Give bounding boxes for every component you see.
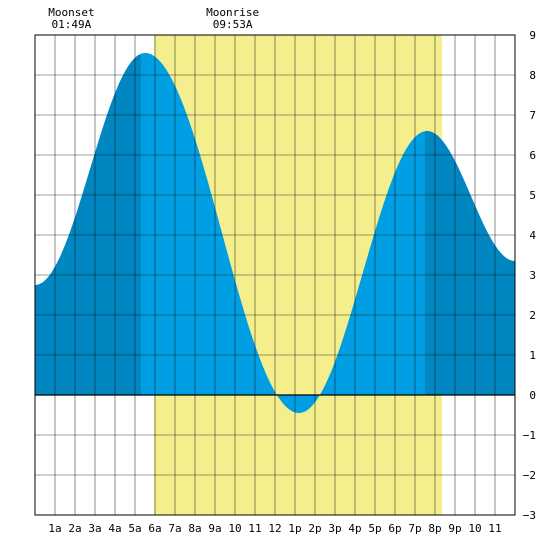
- y-tick-label: 8: [529, 69, 536, 82]
- x-tick-label: 7p: [408, 522, 421, 535]
- y-tick-label: −1: [523, 429, 536, 442]
- plot-frame: [34, 34, 516, 516]
- x-tick-label: 11: [488, 522, 501, 535]
- moon-event-time: 01:49A: [52, 18, 92, 31]
- x-tick-label: 2a: [68, 522, 81, 535]
- y-tick-label: 7: [529, 109, 536, 122]
- moon-event-time: 09:53A: [213, 18, 253, 31]
- moon-event-name: Moonset: [48, 6, 94, 19]
- y-tick-label: 1: [529, 349, 536, 362]
- x-tick-label: 11: [248, 522, 261, 535]
- y-tick-label: 2: [529, 309, 536, 322]
- x-tick-label: 8a: [188, 522, 201, 535]
- x-tick-label: 4p: [348, 522, 361, 535]
- tide-area-night-early: [35, 53, 141, 396]
- moon-event-name: Moonrise: [206, 6, 259, 19]
- x-tick-label: 6p: [388, 522, 401, 535]
- x-tick-label: 10: [468, 522, 481, 535]
- x-tick-label: 10: [228, 522, 241, 535]
- x-tick-label: 6a: [148, 522, 161, 535]
- y-tick-label: −2: [523, 469, 536, 482]
- y-tick-label: 3: [529, 269, 536, 282]
- x-tick-label: 8p: [428, 522, 441, 535]
- x-tick-label: 7a: [168, 522, 181, 535]
- tide-area-night-late: [425, 131, 515, 395]
- x-tick-label: 12: [268, 522, 281, 535]
- x-tick-label: 1a: [48, 522, 61, 535]
- x-tick-label: 4a: [108, 522, 121, 535]
- tide-area-day: [141, 53, 425, 413]
- x-tick-label: 9p: [448, 522, 461, 535]
- x-tick-label: 9a: [208, 522, 221, 535]
- x-tick-label: 3a: [88, 522, 101, 535]
- y-tick-label: 9: [529, 29, 536, 42]
- y-tick-label: 5: [529, 189, 536, 202]
- x-tick-label: 5a: [128, 522, 141, 535]
- y-tick-label: −3: [523, 509, 536, 522]
- x-tick-label: 1p: [288, 522, 301, 535]
- x-tick-label: 5p: [368, 522, 381, 535]
- y-tick-label: 4: [529, 229, 536, 242]
- y-tick-label: 0: [529, 389, 536, 402]
- x-tick-label: 2p: [308, 522, 321, 535]
- x-tick-label: 3p: [328, 522, 341, 535]
- y-tick-label: 6: [529, 149, 536, 162]
